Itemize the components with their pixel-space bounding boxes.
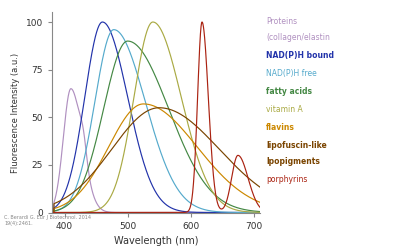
Text: lipofuscin-like: lipofuscin-like: [266, 141, 327, 150]
Text: (collagen/elastin: (collagen/elastin: [266, 33, 330, 42]
Text: C. Berardi G. Eur J Biotechnol. 2014
19(4):2461.: C. Berardi G. Eur J Biotechnol. 2014 19(…: [4, 215, 91, 226]
Text: NAD(P)H free: NAD(P)H free: [266, 69, 317, 78]
Text: Proteins: Proteins: [266, 18, 297, 26]
Text: lpopigments: lpopigments: [266, 156, 320, 166]
Text: fatty acids: fatty acids: [266, 87, 312, 96]
Text: vitamin A: vitamin A: [266, 105, 303, 114]
Y-axis label: Fluorescence Intensity (a.u.): Fluorescence Intensity (a.u.): [11, 52, 20, 172]
Text: NAD(P)H bound: NAD(P)H bound: [266, 51, 334, 60]
Text: flavins: flavins: [266, 123, 295, 132]
X-axis label: Wavelength (nm): Wavelength (nm): [114, 236, 198, 246]
Text: porphyrins: porphyrins: [266, 174, 307, 184]
